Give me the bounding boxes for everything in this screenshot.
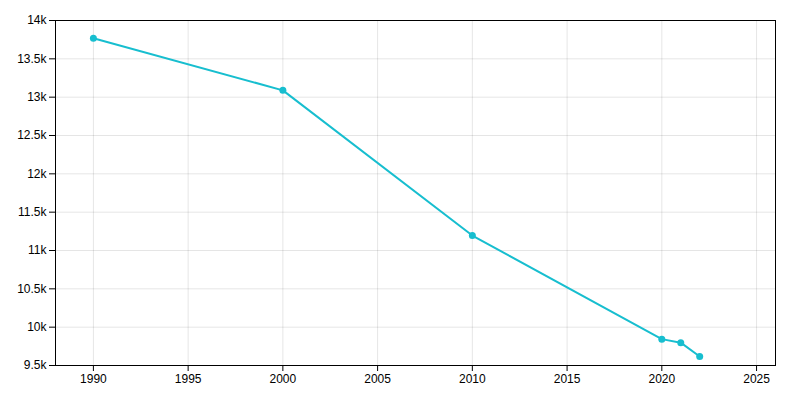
svg-text:2015: 2015 [554, 372, 581, 386]
svg-text:2010: 2010 [459, 372, 486, 386]
svg-text:11k: 11k [28, 243, 47, 257]
svg-text:12.5k: 12.5k [17, 128, 47, 142]
svg-text:2025: 2025 [743, 372, 770, 386]
svg-text:12k: 12k [27, 167, 47, 181]
svg-text:2005: 2005 [364, 372, 391, 386]
svg-text:11.5k: 11.5k [18, 205, 47, 219]
svg-text:10.5k: 10.5k [17, 282, 47, 296]
svg-text:10k: 10k [27, 320, 47, 334]
svg-text:14k: 14k [27, 13, 47, 27]
svg-text:9.5k: 9.5k [24, 358, 48, 372]
svg-text:13k: 13k [27, 90, 47, 104]
svg-text:1995: 1995 [175, 372, 202, 386]
svg-text:2020: 2020 [648, 372, 675, 386]
svg-text:1990: 1990 [80, 372, 107, 386]
svg-text:13.5k: 13.5k [17, 52, 47, 66]
svg-text:2000: 2000 [270, 372, 297, 386]
